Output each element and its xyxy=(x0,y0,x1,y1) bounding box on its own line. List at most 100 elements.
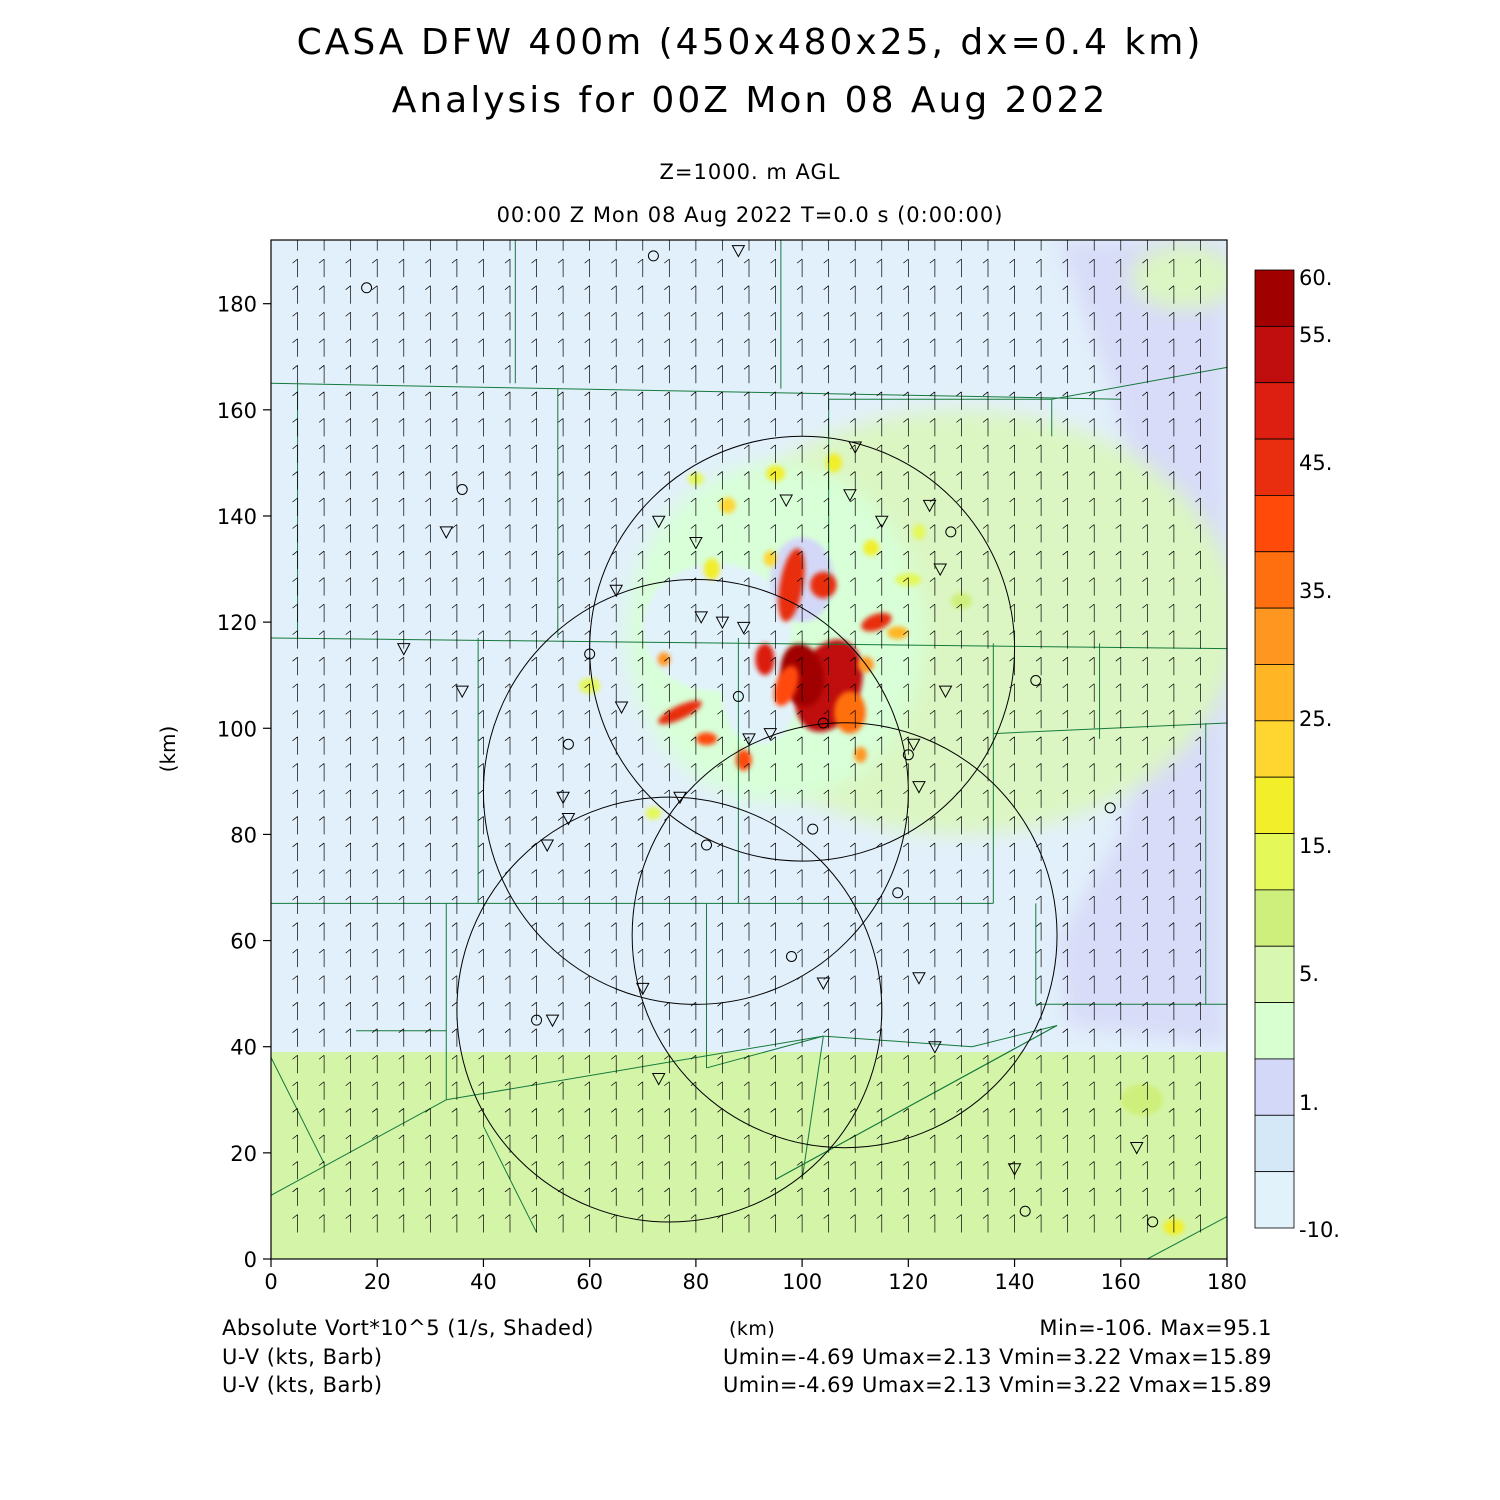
station-circle-marker xyxy=(1147,1216,1159,1228)
vorticity-maximum xyxy=(657,652,671,667)
station-triangle-marker xyxy=(396,643,411,656)
station-triangle-marker xyxy=(779,494,794,508)
vorticity-maximum xyxy=(863,539,880,556)
stations xyxy=(361,245,1159,1228)
county-line xyxy=(446,1035,824,1101)
station-triangle-marker xyxy=(635,982,650,996)
colorbar-label: 45. xyxy=(1299,451,1332,475)
barb-field xyxy=(292,240,1201,1233)
station-circle-marker xyxy=(902,749,914,761)
x-tick-label: 120 xyxy=(888,1270,928,1294)
y-tick-label: 140 xyxy=(217,505,257,529)
station-triangle-marker xyxy=(715,616,730,630)
station-circle-marker xyxy=(1104,802,1116,814)
y-tick-label: 80 xyxy=(230,823,257,847)
station-triangle-marker xyxy=(912,972,926,985)
station-triangle-marker xyxy=(742,733,756,746)
station-circle-marker xyxy=(701,839,713,851)
level-label: Z=1000. m AGL xyxy=(659,160,841,184)
vorticity-maximum xyxy=(735,749,752,771)
colorbar-segment xyxy=(1254,438,1295,496)
colorbar-segment xyxy=(1254,1002,1295,1060)
station-triangle-marker xyxy=(928,1041,942,1054)
station-circle-marker xyxy=(361,282,373,294)
x-tick-label: 100 xyxy=(782,1270,822,1294)
x-tick-label: 180 xyxy=(1207,1270,1247,1294)
y-tick-label: 160 xyxy=(217,399,257,423)
colorbar-segment xyxy=(1254,833,1295,891)
colorbar-label: 35. xyxy=(1299,579,1332,603)
wind-stats-1: Umin=-4.69 Umax=2.13 Vmin=3.22 Vmax=15.8… xyxy=(722,1345,1272,1369)
station-triangle-marker xyxy=(906,738,921,752)
station-circle-marker xyxy=(945,526,957,538)
ne-vorticity-blob xyxy=(1131,245,1227,309)
vorticity-maximum xyxy=(703,558,720,580)
colorbar-segment xyxy=(1254,664,1295,722)
wind-stats-2: Umin=-4.69 Umax=2.13 Vmin=3.22 Vmax=15.8… xyxy=(722,1373,1272,1397)
station-circle-marker xyxy=(785,950,797,962)
county-line xyxy=(271,382,1121,400)
station-triangle-marker xyxy=(731,245,746,258)
wind-barb-label-2: U-V (kts, Barb) xyxy=(222,1373,383,1397)
vorticity-maximum xyxy=(755,643,775,676)
county-line xyxy=(1051,366,1227,400)
colorbar-segment xyxy=(1254,945,1295,1003)
station-circle-marker xyxy=(892,887,904,899)
x-axis-label: (km) xyxy=(729,1318,776,1340)
station-triangle-marker xyxy=(912,781,926,794)
station-triangle-marker xyxy=(1129,1142,1144,1155)
station-triangle-marker xyxy=(922,499,937,513)
colorbar: 60. 55. 45. 35. 25. 15. 5. 1. -10. xyxy=(1254,266,1340,1242)
vorticity-maximum xyxy=(854,746,867,763)
station-triangle-marker xyxy=(455,685,470,699)
vorticity-maximum xyxy=(719,497,736,514)
station-circle-marker xyxy=(531,1014,543,1026)
colorbar-segment xyxy=(1254,325,1295,384)
county-line xyxy=(706,1035,824,1069)
station-triangle-marker xyxy=(694,611,709,624)
x-tick-label: 160 xyxy=(1101,1270,1141,1294)
station-triangle-marker xyxy=(651,515,666,529)
y-axis: 0 20 40 60 80 100 120 140 160 180 xyxy=(217,293,271,1272)
station-triangle-marker xyxy=(816,977,831,991)
y-tick-label: 180 xyxy=(217,293,257,317)
colorbar-segment xyxy=(1254,607,1295,665)
east-low-vorticity-band xyxy=(1057,240,1227,1047)
colorbar-segment xyxy=(1254,551,1295,609)
station-triangle-marker xyxy=(874,515,889,529)
station-triangle-marker xyxy=(689,537,703,550)
colorbar-label: -10. xyxy=(1299,1218,1340,1242)
station-circle-marker xyxy=(647,250,659,262)
vorticity-maximum xyxy=(695,732,718,746)
radar-range-ring xyxy=(482,579,909,1005)
y-axis-label: (km) xyxy=(156,726,180,773)
colorbar-segment xyxy=(1254,269,1295,327)
y-tick-label: 100 xyxy=(217,717,257,741)
station-circle-marker xyxy=(584,648,596,660)
station-triangle-marker xyxy=(673,791,687,805)
vorticity-maximum xyxy=(912,523,926,540)
vorticity-maximum xyxy=(826,453,842,473)
station-triangle-marker xyxy=(561,812,576,826)
time-label: 00:00 Z Mon 08 Aug 2022 T=0.0 s (0:00:00… xyxy=(496,203,1004,227)
vorticity-maximum xyxy=(763,550,777,567)
vorticity-maximum xyxy=(1120,1083,1164,1116)
colorbar-label: 60. xyxy=(1299,266,1332,290)
station-circle-marker xyxy=(807,823,819,835)
county-line xyxy=(993,722,1227,735)
station-triangle-marker xyxy=(933,563,948,577)
colorbar-segment xyxy=(1254,382,1295,440)
county-line xyxy=(801,1036,824,1180)
y-tick-label: 120 xyxy=(217,611,257,635)
station-triangle-marker xyxy=(609,584,624,598)
colorbar-label: 25. xyxy=(1299,707,1332,731)
station-triangle-marker xyxy=(540,839,555,853)
station-triangle-marker xyxy=(848,441,863,455)
y-tick-label: 60 xyxy=(230,930,257,954)
x-tick-label: 80 xyxy=(683,1270,710,1294)
vorticity-maximum xyxy=(861,612,892,632)
colorbar-segment xyxy=(1254,889,1295,947)
colorbar-segment xyxy=(1254,1171,1295,1229)
radar-range-ring xyxy=(456,796,883,1223)
